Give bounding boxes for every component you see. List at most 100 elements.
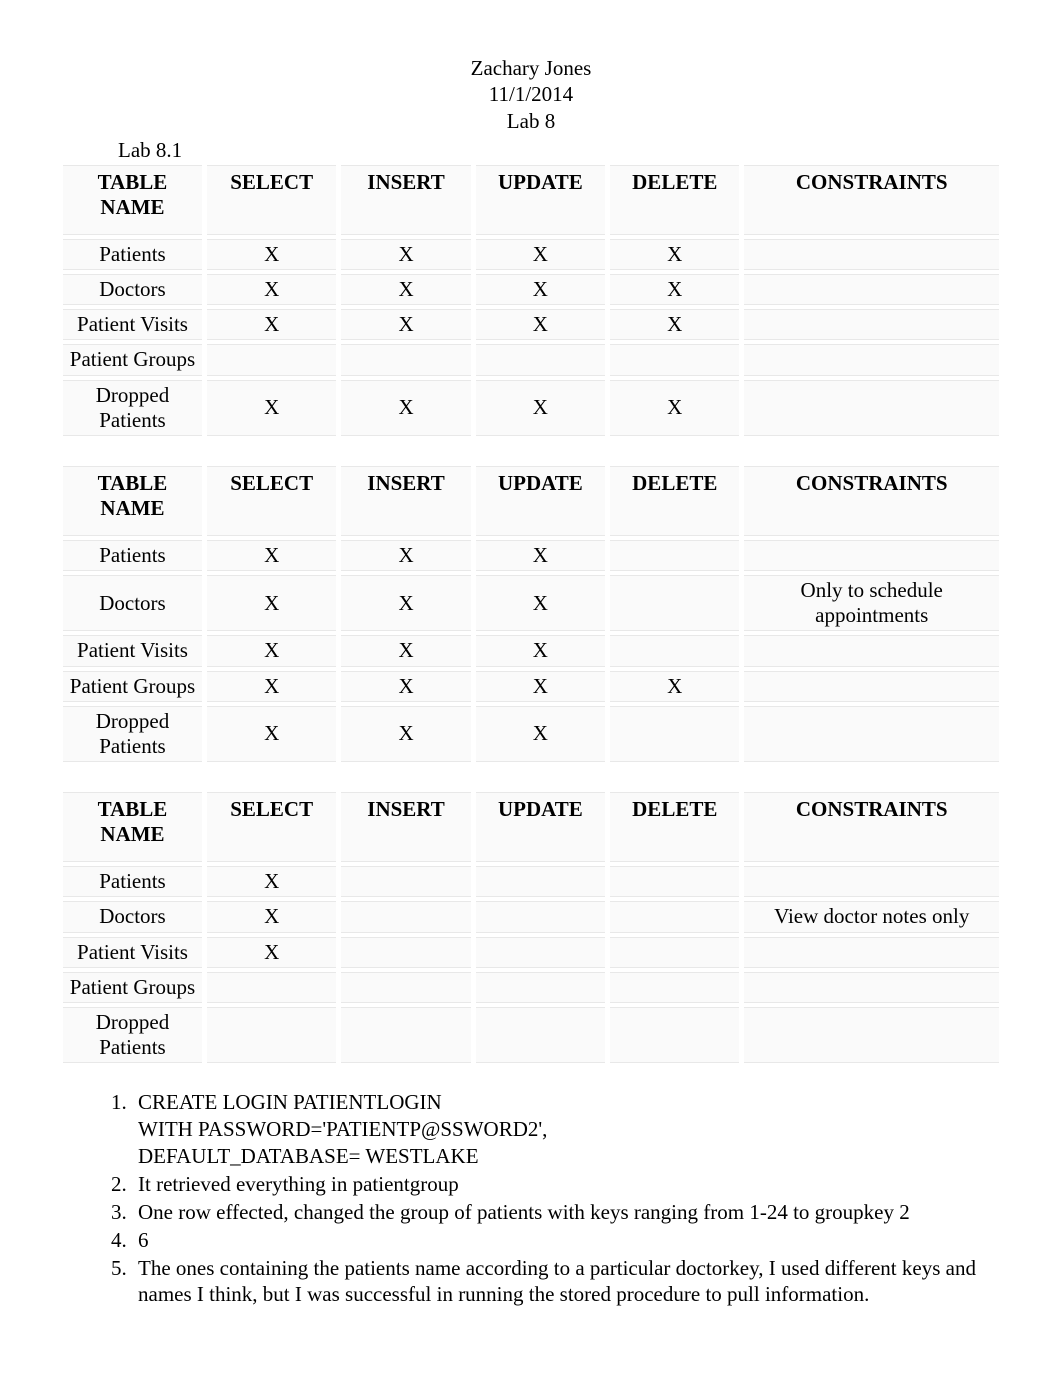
table-row: Dropped Patients <box>63 1007 999 1063</box>
cell-delete <box>610 540 739 571</box>
cell-constraints <box>744 866 999 897</box>
permissions-table: TABLE NAMESELECTINSERTUPDATEDELETECONSTR… <box>58 161 1004 440</box>
cell-name: Dropped Patients <box>63 1007 202 1063</box>
col-header-insert: INSERT <box>341 466 470 536</box>
cell-insert: X <box>341 239 470 270</box>
cell-update <box>476 901 605 932</box>
cell-insert: X <box>341 671 470 702</box>
col-header-delete: DELETE <box>610 466 739 536</box>
cell-insert: X <box>341 274 470 305</box>
cell-delete: X <box>610 380 739 436</box>
cell-insert: X <box>341 309 470 340</box>
col-header-update: UPDATE <box>476 792 605 862</box>
document-header: Zachary Jones 11/1/2014 Lab 8 <box>58 55 1004 134</box>
cell-constraints <box>744 239 999 270</box>
cell-name: Patient Visits <box>63 937 202 968</box>
table-row: Patient VisitsXXX <box>63 635 999 666</box>
cell-constraints: Only to schedule appointments <box>744 575 999 631</box>
cell-name: Patient Visits <box>63 635 202 666</box>
cell-constraints <box>744 635 999 666</box>
cell-constraints: View doctor notes only <box>744 901 999 932</box>
cell-name: Dropped Patients <box>63 380 202 436</box>
cell-select: X <box>207 706 336 762</box>
cell-constraints <box>744 937 999 968</box>
col-header-name: TABLE NAME <box>63 466 202 536</box>
cell-delete <box>610 972 739 1003</box>
cell-select: X <box>207 671 336 702</box>
table-row: DoctorsXXXX <box>63 274 999 305</box>
table-row: Patient Groups <box>63 344 999 375</box>
col-header-update: UPDATE <box>476 466 605 536</box>
tables-container: TABLE NAMESELECTINSERTUPDATEDELETECONSTR… <box>58 161 1004 1068</box>
cell-constraints <box>744 706 999 762</box>
cell-delete <box>610 706 739 762</box>
cell-delete <box>610 575 739 631</box>
cell-select: X <box>207 309 336 340</box>
header-name: Zachary Jones <box>58 55 1004 81</box>
cell-constraints <box>744 671 999 702</box>
table-row: Patient VisitsXXXX <box>63 309 999 340</box>
cell-delete <box>610 635 739 666</box>
permissions-table: TABLE NAMESELECTINSERTUPDATEDELETECONSTR… <box>58 788 1004 1067</box>
cell-insert <box>341 1007 470 1063</box>
cell-name: Doctors <box>63 575 202 631</box>
cell-select: X <box>207 635 336 666</box>
table-row: Patient GroupsXXXX <box>63 671 999 702</box>
cell-insert: X <box>341 706 470 762</box>
cell-delete: X <box>610 309 739 340</box>
cell-delete: X <box>610 671 739 702</box>
cell-constraints <box>744 344 999 375</box>
cell-delete <box>610 937 739 968</box>
cell-name: Patient Groups <box>63 344 202 375</box>
table-row: DoctorsX View doctor notes only <box>63 901 999 932</box>
section-label: Lab 8.1 <box>118 138 1004 163</box>
cell-select: X <box>207 866 336 897</box>
cell-name: Dropped Patients <box>63 706 202 762</box>
cell-select: X <box>207 239 336 270</box>
cell-constraints <box>744 380 999 436</box>
cell-constraints <box>744 274 999 305</box>
cell-insert: X <box>341 635 470 666</box>
cell-select <box>207 1007 336 1063</box>
cell-insert <box>341 344 470 375</box>
cell-select: X <box>207 937 336 968</box>
cell-update <box>476 344 605 375</box>
col-header-constraints: CONSTRAINTS <box>744 466 999 536</box>
cell-constraints <box>744 540 999 571</box>
answer-item: One row effected, changed the group of p… <box>132 1199 1004 1226</box>
col-header-insert: INSERT <box>341 165 470 235</box>
col-header-constraints: CONSTRAINTS <box>744 165 999 235</box>
cell-name: Doctors <box>63 901 202 932</box>
table-row: PatientsXXXX <box>63 239 999 270</box>
table-row: DoctorsXXXOnly to schedule appointments <box>63 575 999 631</box>
table-row: Dropped PatientsXXX <box>63 706 999 762</box>
cell-name: Patients <box>63 866 202 897</box>
cell-update: X <box>476 309 605 340</box>
cell-constraints <box>744 972 999 1003</box>
col-header-insert: INSERT <box>341 792 470 862</box>
cell-update: X <box>476 635 605 666</box>
cell-update: X <box>476 380 605 436</box>
cell-insert: X <box>341 575 470 631</box>
cell-delete: X <box>610 239 739 270</box>
table-row: Patient VisitsX <box>63 937 999 968</box>
cell-insert: X <box>341 540 470 571</box>
cell-name: Patients <box>63 540 202 571</box>
col-header-name: TABLE NAME <box>63 165 202 235</box>
answer-item: It retrieved everything in patientgroup <box>132 1171 1004 1198</box>
cell-name: Doctors <box>63 274 202 305</box>
cell-delete: X <box>610 274 739 305</box>
cell-delete <box>610 901 739 932</box>
cell-insert: X <box>341 380 470 436</box>
cell-select: X <box>207 274 336 305</box>
cell-select: X <box>207 901 336 932</box>
cell-select: X <box>207 380 336 436</box>
col-header-update: UPDATE <box>476 165 605 235</box>
cell-insert <box>341 937 470 968</box>
cell-update: X <box>476 540 605 571</box>
table-row: Patient Groups <box>63 972 999 1003</box>
cell-insert <box>341 901 470 932</box>
table-row: Dropped PatientsXXXX <box>63 380 999 436</box>
permissions-table: TABLE NAMESELECTINSERTUPDATEDELETECONSTR… <box>58 462 1004 766</box>
col-header-name: TABLE NAME <box>63 792 202 862</box>
